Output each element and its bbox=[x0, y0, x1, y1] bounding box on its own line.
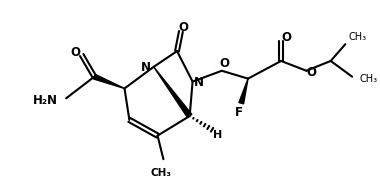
Text: O: O bbox=[220, 57, 230, 70]
Text: O: O bbox=[71, 46, 81, 59]
Text: H: H bbox=[213, 130, 223, 140]
Polygon shape bbox=[154, 67, 192, 118]
Text: CH₃: CH₃ bbox=[360, 74, 378, 84]
Text: CH₃: CH₃ bbox=[151, 168, 172, 178]
Polygon shape bbox=[93, 74, 125, 88]
Text: O: O bbox=[306, 66, 316, 79]
Text: H₂N: H₂N bbox=[33, 94, 59, 107]
Text: F: F bbox=[235, 105, 243, 119]
Text: N: N bbox=[141, 61, 151, 74]
Text: CH₃: CH₃ bbox=[348, 32, 366, 42]
Polygon shape bbox=[239, 79, 248, 104]
Text: O: O bbox=[281, 31, 291, 44]
Text: O: O bbox=[179, 21, 189, 34]
Text: N: N bbox=[193, 76, 203, 89]
